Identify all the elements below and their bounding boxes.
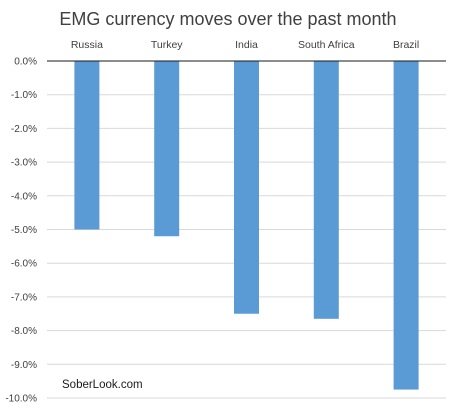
bar-turkey [154,61,180,237]
y-tick-label: -4.0% [11,191,37,202]
y-axis-tick-labels: 0.0% -1.0% -2.0% -3.0% -4.0% -5.0% -6.0% -7.0% -… [5,57,37,405]
category-labels: Russia Turkey India South Africa Brazil [71,39,419,51]
category-label: South Africa [298,39,355,51]
y-tick-label: -10.0% [5,394,37,405]
bar-india [234,61,259,314]
y-tick-label: -9.0% [11,360,37,371]
bar-south-africa [313,61,339,319]
y-tick-label: -6.0% [11,259,37,270]
y-tick-label: -7.0% [11,292,37,303]
category-label: Turkey [151,39,183,51]
y-tick-label: -3.0% [11,158,37,169]
category-label: Brazil [393,39,419,51]
y-tick-label: -2.0% [11,124,37,135]
bar-brazil [393,61,419,390]
y-tick-label: 0.0% [14,57,37,68]
y-tick-label: -8.0% [11,326,37,337]
category-label: India [235,39,258,51]
y-tick-label: -1.0% [11,90,37,101]
y-tick-label: -5.0% [11,225,37,236]
chart-title: EMG currency moves over the past month [59,9,396,29]
watermark-annotation: SoberLook.com [62,379,143,391]
category-label: Russia [71,39,103,51]
bars [74,61,419,390]
bar-russia [74,61,100,230]
